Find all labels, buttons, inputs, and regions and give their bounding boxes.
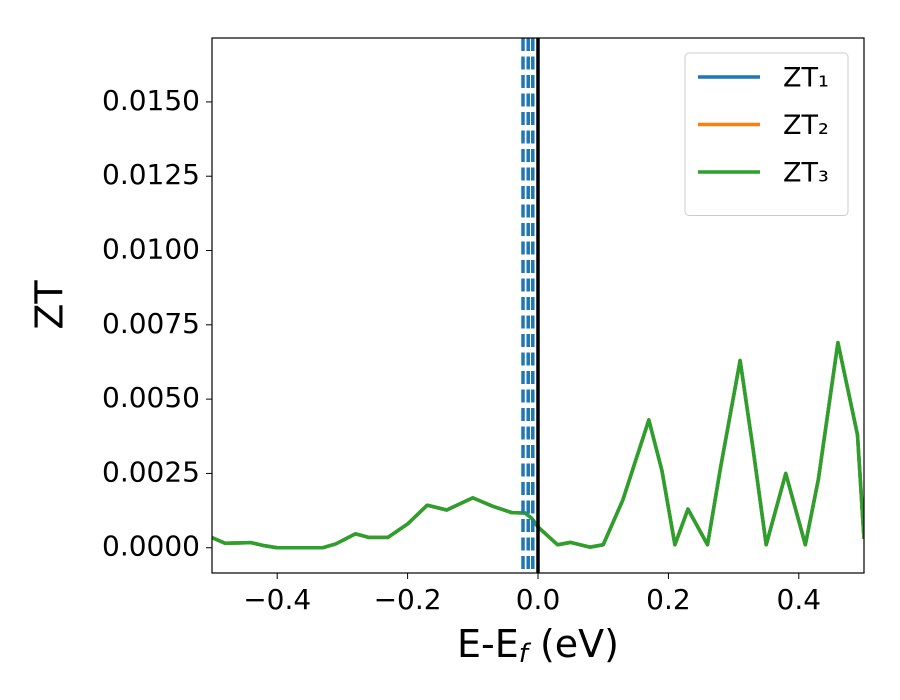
legend-label: ZT₂ <box>783 110 829 141</box>
x-tick-label: 0.4 <box>777 583 822 616</box>
legend: ZT₁ ZT₂ ZT₃ <box>684 52 849 216</box>
y-tick-label: 0.0125 <box>102 158 200 191</box>
x-tick-label: 0.2 <box>646 583 691 616</box>
x-label-unit: (eV) <box>528 622 619 666</box>
legend-label: ZT₃ <box>783 158 829 189</box>
x-axis-label: E-Ef (eV) <box>457 622 619 669</box>
legend-label: ZT₁ <box>783 63 829 94</box>
x-label-main: E-E <box>457 622 519 666</box>
line-series <box>212 340 864 550</box>
legend-box <box>684 52 849 216</box>
y-tick-label: 0.0100 <box>102 233 200 266</box>
y-tick-label: 0.0050 <box>102 381 200 414</box>
y-tick-label: 0.0025 <box>102 455 200 488</box>
x-tick-label: −0.2 <box>374 583 442 616</box>
y-tick-label: 0.0075 <box>102 307 200 340</box>
x-tick-label: −0.4 <box>243 583 311 616</box>
x-tick-label: 0.0 <box>516 583 561 616</box>
y-tick-label: 0.0150 <box>102 84 200 117</box>
y-axis-label: ZT <box>28 280 72 330</box>
plot-frame <box>211 37 865 574</box>
y-tick-label: 0.0000 <box>102 530 200 563</box>
